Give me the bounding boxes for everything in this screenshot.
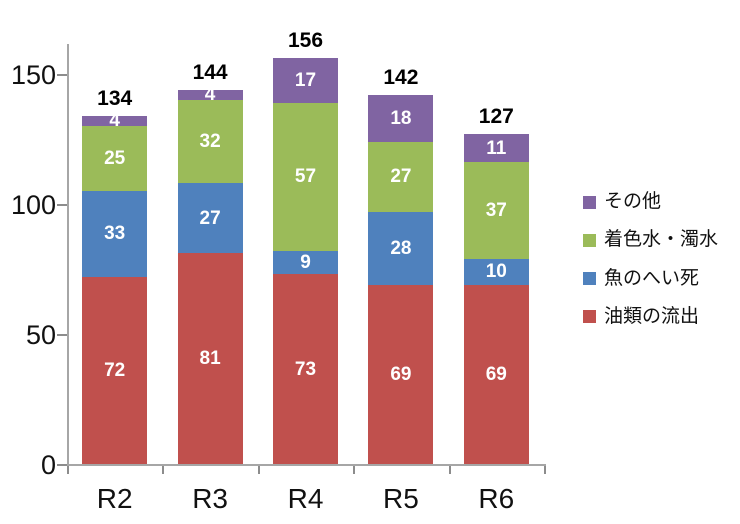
bar-segment-value: 28 [390, 237, 412, 259]
bar-segment: 37 [463, 162, 529, 259]
x-axis-category-label: R5 [382, 483, 419, 514]
bar-segment-value: 73 [294, 358, 317, 380]
legend-swatch [583, 272, 596, 286]
bar-segment-value: 10 [485, 261, 507, 283]
bar-segment-value: 9 [300, 251, 311, 273]
bar-segment-value: 32 [199, 131, 221, 153]
bar-segment-value: 27 [390, 166, 412, 188]
bar-segment-value: 4 [204, 84, 216, 106]
bar-segment-value: 72 [104, 359, 126, 381]
legend-item: その他 [583, 191, 661, 213]
bar-total-label: 156 [287, 29, 324, 53]
bar-segment: 10 [463, 258, 529, 285]
legend-item: 魚のへい死 [583, 268, 699, 290]
bar-segment-value: 37 [485, 199, 507, 221]
legend-swatch [583, 195, 596, 209]
x-axis-category-label: R4 [287, 483, 324, 514]
y-axis-tick [57, 334, 67, 336]
bar-segment-value: 4 [109, 110, 120, 132]
bar-segment: 33 [82, 191, 148, 277]
x-axis-tick [67, 466, 69, 474]
bar-total-label: 142 [383, 65, 419, 89]
legend-swatch [583, 233, 596, 247]
y-axis-tick-label: 150 [10, 60, 56, 90]
bar-segment-value: 27 [199, 207, 221, 229]
legend-label: 油類の流出 [604, 305, 700, 327]
bar-segment-value: 25 [104, 148, 126, 169]
bar-segment: 4 [177, 85, 243, 104]
bar-segment-value: 18 [390, 107, 412, 129]
bar-segment: 27 [368, 141, 434, 212]
bar-segment: 69 [463, 284, 529, 464]
bar-segment-value: 11 [486, 137, 507, 159]
x-axis-tick [544, 466, 546, 474]
bar-segment: 9 [273, 250, 338, 275]
bar-segment-value: 17 [294, 69, 317, 91]
bar-segment-value: 69 [485, 363, 507, 385]
y-axis-tick [57, 74, 67, 76]
bar-segment: 73 [273, 274, 338, 464]
bar-segment: 18 [368, 94, 434, 142]
bar-segment-value: 57 [294, 166, 317, 188]
bar-segment: 27 [177, 183, 243, 254]
bar-segment-value: 81 [199, 348, 221, 370]
x-axis-tick [162, 466, 165, 474]
y-axis-tick-label: 100 [10, 190, 56, 220]
bar-total-label: 127 [478, 104, 514, 128]
x-axis-tick [448, 466, 451, 474]
x-axis-category-label: R2 [96, 483, 133, 514]
bar-segment: 72 [82, 276, 148, 464]
bar-segment: 25 [82, 126, 148, 191]
bar-total-label: 134 [97, 86, 133, 110]
bar-total-label: 144 [192, 60, 228, 84]
x-axis-line [67, 464, 546, 466]
bar-segment: 57 [273, 102, 338, 251]
bar-segment: 4 [82, 111, 148, 130]
legend-item: 油類の流出 [583, 306, 699, 328]
x-axis-tick [257, 466, 260, 474]
legend-label: 魚のへい死 [604, 267, 700, 289]
bar-segment: 81 [177, 253, 243, 464]
bar-segment: 17 [273, 58, 338, 103]
legend-label: その他 [604, 191, 662, 212]
x-axis-category-label: R3 [192, 483, 228, 514]
bar-segment-value: 69 [390, 363, 412, 385]
bar-segment: 32 [177, 100, 243, 184]
y-axis-tick-label: 0 [40, 450, 56, 480]
x-axis-tick [353, 466, 356, 474]
bar-segment: 28 [368, 211, 434, 285]
bar-segment: 11 [463, 133, 529, 163]
legend-label: 着色水・濁水 [604, 229, 719, 251]
y-axis-tick-label: 50 [25, 320, 56, 350]
x-axis-category-label: R6 [478, 483, 515, 514]
legend-item: 着色水・濁水 [583, 229, 718, 251]
legend-swatch [583, 310, 596, 324]
bar-segment: 69 [368, 284, 434, 464]
bar-segment-value: 33 [104, 223, 126, 245]
y-axis-tick [57, 464, 67, 466]
y-axis-tick [57, 204, 67, 206]
y-axis-line [67, 44, 69, 466]
